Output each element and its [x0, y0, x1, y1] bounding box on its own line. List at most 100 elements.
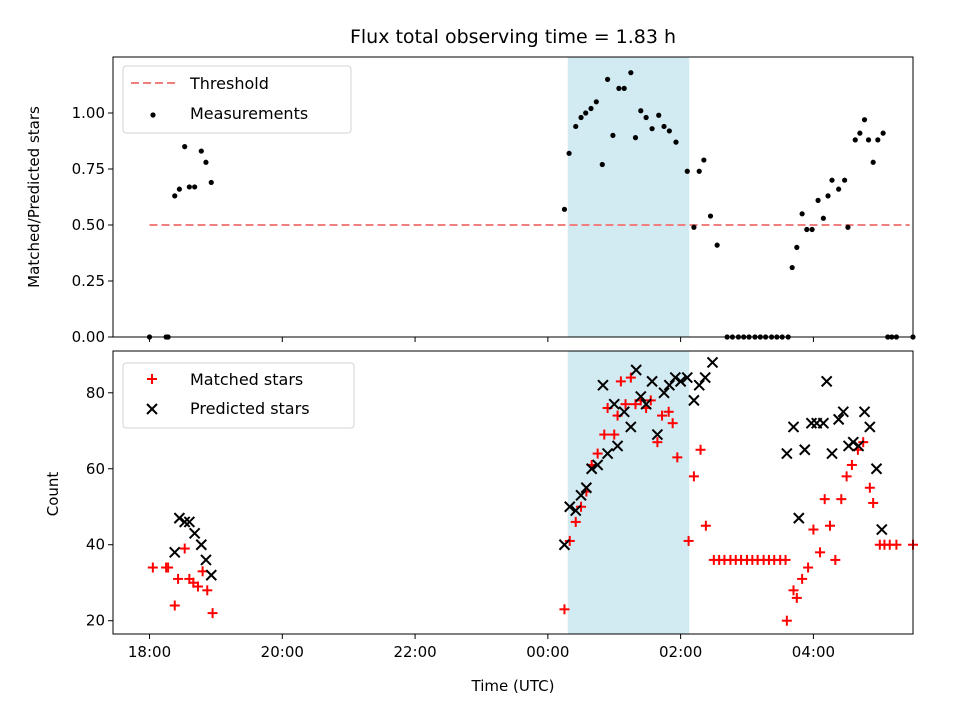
data-point — [652, 437, 663, 448]
y-tick-label: 0.75 — [72, 160, 105, 178]
data-point — [643, 114, 649, 121]
data-point — [699, 371, 711, 384]
data-point — [173, 512, 186, 524]
x-tick-label: 02:00 — [659, 643, 702, 661]
data-point — [820, 375, 833, 388]
data-point — [857, 130, 863, 136]
data-point — [169, 600, 180, 611]
data-point — [663, 379, 676, 391]
y-tick-label: 0.25 — [72, 272, 105, 290]
data-point — [192, 184, 198, 190]
data-point — [561, 206, 568, 212]
data-point — [611, 440, 624, 452]
data-point — [640, 398, 652, 410]
data-point — [825, 193, 831, 199]
data-point — [658, 387, 670, 399]
data-point — [609, 429, 620, 440]
ratio-ylabel: Matched/Predicted stars — [25, 106, 43, 288]
data-point — [663, 406, 674, 417]
data-point — [599, 161, 605, 168]
data-point — [588, 105, 594, 112]
data-point — [815, 197, 821, 203]
data-point — [597, 379, 609, 391]
count-xlabel: Time (UTC) — [471, 677, 555, 695]
data-point — [583, 110, 589, 116]
data-point — [714, 242, 720, 248]
data-point — [661, 123, 667, 130]
data-point — [559, 604, 570, 615]
data-point — [630, 364, 642, 376]
legend-measurement-swatch — [150, 112, 156, 118]
data-point — [632, 135, 639, 141]
legend-matched-swatch — [147, 374, 157, 384]
data-point — [870, 159, 876, 165]
legend-box-count — [122, 362, 355, 429]
data-point — [628, 70, 634, 76]
data-point — [858, 406, 871, 418]
data-point — [651, 428, 664, 441]
data-point — [819, 494, 830, 505]
data-point — [605, 76, 611, 82]
data-point — [829, 177, 835, 183]
y-tick-label: 1.00 — [72, 104, 105, 122]
data-point — [616, 85, 622, 91]
data-point — [172, 193, 178, 199]
data-point — [693, 379, 705, 391]
data-point — [870, 463, 883, 475]
data-point — [673, 139, 679, 145]
data-point — [781, 447, 793, 460]
data-point — [826, 447, 838, 460]
data-point — [566, 150, 572, 156]
data-point — [592, 448, 603, 459]
data-point — [203, 159, 209, 165]
data-point — [852, 137, 858, 143]
data-point — [845, 224, 851, 230]
data-point — [615, 376, 626, 387]
data-point — [684, 168, 690, 174]
data-point — [683, 535, 694, 546]
predicted-stars-series — [169, 356, 888, 581]
ratio-panel: 0.00 0.25 0.50 0.75 1.00 Matched/Predicted s… — [25, 56, 916, 346]
data-point — [787, 421, 800, 433]
data-point — [793, 512, 805, 524]
data-point — [847, 436, 859, 448]
data-point — [610, 132, 616, 138]
data-point — [207, 608, 218, 619]
data-point — [868, 497, 879, 508]
count-ylabel: Count — [44, 472, 62, 517]
data-point — [564, 501, 576, 513]
data-point — [638, 108, 644, 114]
x-tick-label: 04:00 — [792, 643, 835, 661]
data-point — [576, 501, 587, 512]
data-point — [706, 356, 719, 369]
data-point — [578, 114, 584, 121]
data-point — [669, 371, 682, 384]
data-point — [799, 444, 811, 456]
chart-title: Flux total observing time = 1.83 h — [350, 26, 676, 48]
data-point — [188, 527, 201, 540]
data-point — [173, 573, 184, 584]
data-point — [618, 406, 630, 418]
data-point — [837, 406, 849, 418]
y-tick-label: 20 — [86, 612, 105, 630]
data-point — [591, 459, 604, 471]
y-tick-label: 80 — [86, 384, 105, 402]
data-point — [564, 535, 575, 546]
data-point — [570, 516, 581, 527]
y-tick-label: 40 — [86, 536, 105, 554]
data-point — [815, 547, 826, 558]
data-point — [558, 539, 571, 551]
highlight-rect — [567, 57, 690, 337]
data-point — [657, 410, 668, 421]
data-point — [192, 581, 203, 592]
x-tick-label: 20:00 — [261, 643, 304, 661]
data-point — [649, 126, 655, 132]
data-point — [667, 418, 678, 429]
legend-threshold-label: Threshold — [189, 74, 269, 93]
count-legend: Matched stars Predicted stars — [122, 362, 355, 429]
data-point — [585, 463, 598, 475]
data-point — [179, 543, 190, 554]
data-point — [876, 523, 888, 536]
data-point — [797, 573, 808, 584]
